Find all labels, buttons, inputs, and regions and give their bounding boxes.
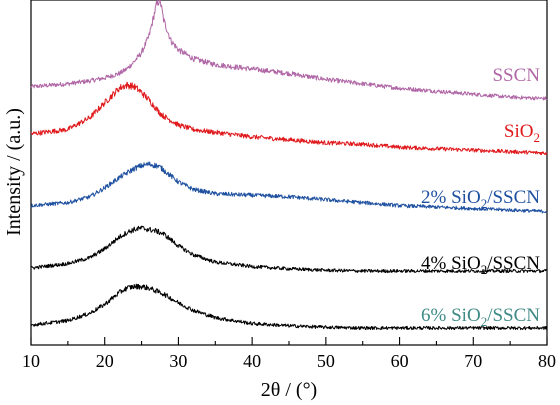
x-tick-label: 80 bbox=[538, 351, 556, 371]
x-ticks: 10 20 30 40 50 60 70 80 bbox=[22, 337, 556, 371]
x-axis-label: 2θ / (°) bbox=[261, 379, 317, 401]
series-line bbox=[30, 283, 548, 331]
series-label: SiO2 bbox=[504, 121, 540, 145]
x-tick-label: 10 bbox=[22, 351, 40, 371]
series-label: 2% SiO2/SSCN bbox=[421, 187, 540, 211]
series-line bbox=[30, 225, 548, 274]
series-labels: SSCN SiO2 2% SiO2/SSCN 4% SiO2/SSCN 6% SiO2/… bbox=[421, 65, 540, 329]
plot-frame bbox=[30, 0, 548, 346]
series-label: 4% SiO2/SSCN bbox=[421, 253, 540, 277]
series-group bbox=[30, 0, 548, 331]
series-line bbox=[30, 81, 548, 156]
x-tick-label: 70 bbox=[464, 351, 482, 371]
y-axis-label: Intensity / (a.u.) bbox=[3, 108, 25, 236]
x-tick-label: 30 bbox=[169, 351, 187, 371]
series-line bbox=[30, 161, 548, 214]
x-tick-label: 20 bbox=[96, 351, 114, 371]
series-label: 6% SiO2/SSCN bbox=[421, 305, 540, 329]
series-line bbox=[30, 0, 548, 101]
x-tick-label: 60 bbox=[391, 351, 409, 371]
x-tick-label: 50 bbox=[317, 351, 335, 371]
series-label: SSCN bbox=[492, 65, 540, 86]
x-tick-label: 40 bbox=[243, 351, 261, 371]
